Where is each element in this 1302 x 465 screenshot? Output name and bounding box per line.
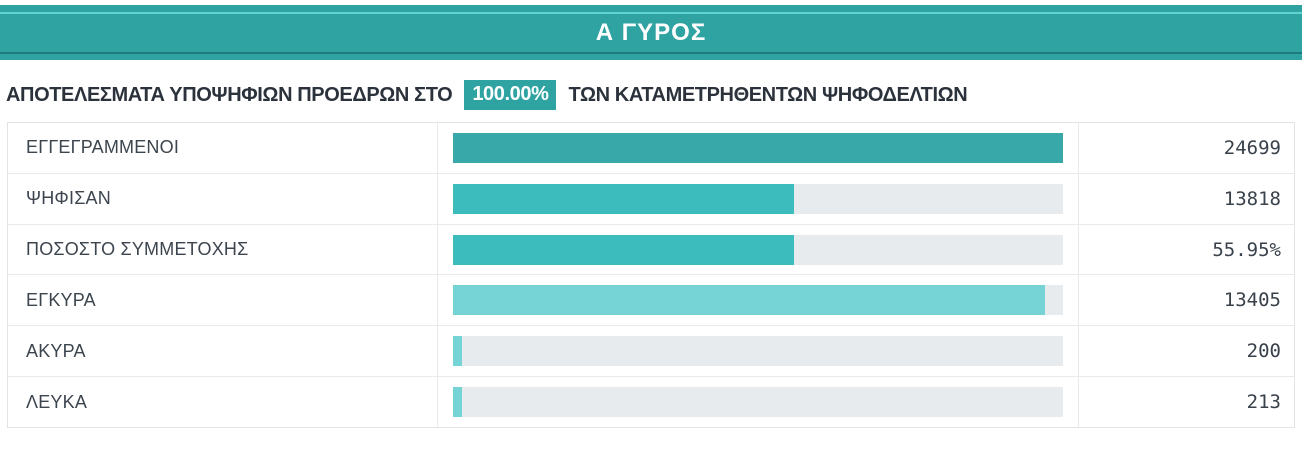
bar-fill [453, 132, 1063, 163]
bar-track [453, 183, 1063, 214]
bar-cell [437, 173, 1079, 224]
bar-fill [453, 183, 795, 214]
row-label: ΛΕΥΚΑ [26, 391, 88, 412]
results-subtitle: ΑΠΟΤΕΛΕΣΜΑΤΑ ΥΠΟΨΗΦΙΩΝ ΠΡΟΕΔΡΩΝ ΣΤΟ 100.… [6, 79, 968, 111]
header-shadow-line [0, 52, 1302, 54]
row-value: 200 [1246, 340, 1281, 363]
table-row: ΕΓΚΥΡΑ 13405 [8, 275, 1294, 327]
bar-track [453, 285, 1063, 316]
bar-cell [437, 326, 1079, 377]
bar-fill [453, 285, 1045, 316]
table-row: ΑΚΥΡΑ 200 [8, 326, 1294, 378]
bar-track [453, 387, 1063, 418]
header-highlight-line [0, 12, 1302, 14]
row-value: 13405 [1223, 289, 1281, 312]
bar-cell [437, 224, 1079, 275]
row-label: ΕΓΚΥΡΑ [26, 289, 96, 310]
bar-cell [437, 377, 1079, 427]
row-label: ΠΟΣΟΣΤΟ ΣΥΜΜΕΤΟΧΗΣ [26, 239, 249, 260]
bar-cell [437, 275, 1079, 326]
subtitle-suffix: ΤΩΝ ΚΑΤΑΜΕΤΡΗΘΕΝΤΩΝ ΨΗΦΟΔΕΛΤΙΩΝ [568, 83, 968, 106]
row-label: ΨΗΦΙΣΑΝ [26, 188, 111, 209]
row-value: 13818 [1223, 187, 1281, 210]
table-row: ΨΗΦΙΣΑΝ 13818 [8, 173, 1294, 225]
round-title: Α ΓΥΡΟΣ [595, 18, 707, 46]
bar-cell [437, 123, 1079, 173]
bar-fill [453, 387, 463, 418]
table-row: ΛΕΥΚΑ 213 [8, 377, 1294, 427]
row-value: 213 [1246, 391, 1281, 414]
results-table: ΕΓΓΕΓΡΑΜΜΕΝΟΙ 24699 ΨΗΦΙΣΑΝ 13818 ΠΟΣΟΣΤ… [7, 122, 1295, 428]
row-label: ΑΚΥΡΑ [26, 340, 86, 361]
bar-track [453, 336, 1063, 367]
bar-track [453, 132, 1063, 163]
table-row: ΠΟΣΟΣΤΟ ΣΥΜΜΕΤΟΧΗΣ 55.95% [8, 224, 1294, 276]
table-row: ΕΓΓΕΓΡΑΜΜΕΝΟΙ 24699 [8, 123, 1294, 174]
row-label: ΕΓΓΕΓΡΑΜΜΕΝΟΙ [26, 137, 180, 158]
bar-fill [453, 336, 462, 367]
subtitle-prefix: ΑΠΟΤΕΛΕΣΜΑΤΑ ΥΠΟΨΗΦΙΩΝ ΠΡΟΕΔΡΩΝ ΣΤΟ [6, 83, 453, 106]
counted-percentage-badge: 100.00% [464, 80, 557, 110]
header-band: Α ΓΥΡΟΣ [0, 5, 1302, 60]
bar-fill [453, 234, 795, 265]
row-value: 24699 [1223, 136, 1281, 159]
bar-track [453, 234, 1063, 265]
row-value: 55.95% [1212, 238, 1281, 261]
